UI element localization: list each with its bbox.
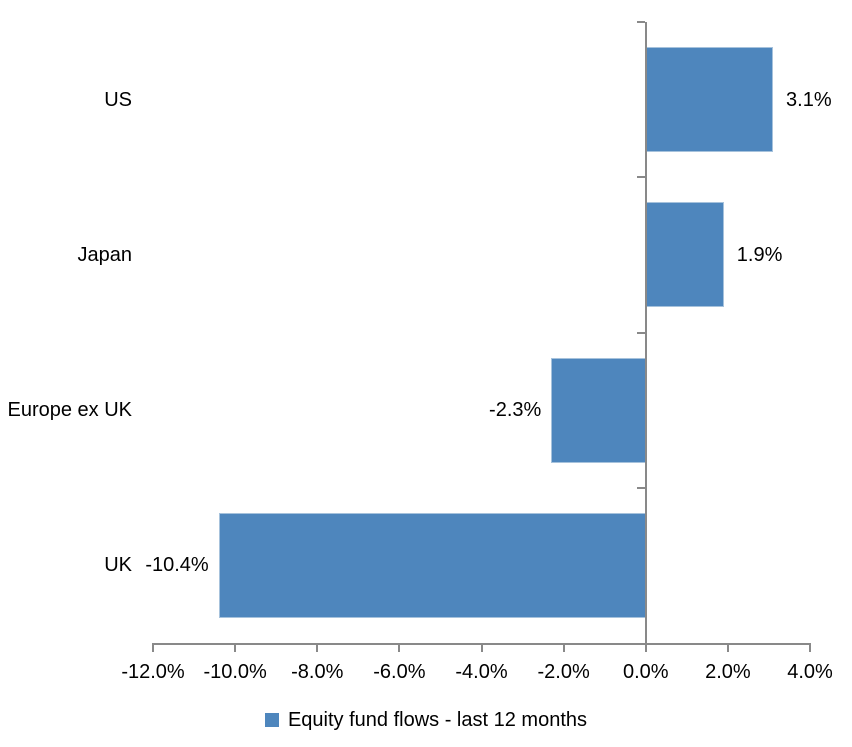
category-tick-mark: [636, 21, 645, 23]
category-tick-mark: [636, 176, 645, 179]
category-label-us: US: [104, 88, 132, 111]
category-label-uk: UK: [104, 554, 132, 577]
x-tick-mark: [398, 643, 401, 652]
x-tick-label: 0.0%: [622, 661, 669, 683]
x-tick-mark: [562, 643, 565, 652]
x-tick-mark: [480, 643, 483, 652]
x-tick-label: 4.0%: [787, 661, 833, 683]
data-label-japan: 1.9%: [736, 243, 783, 266]
legend-swatch-icon: [264, 713, 279, 727]
x-tick-label: -8.0%: [291, 661, 344, 683]
x-tick-label: -10.0%: [203, 661, 267, 683]
x-tick-mark: [644, 643, 647, 652]
bar-europe-ex-uk: [551, 357, 646, 463]
x-tick-mark: [726, 643, 729, 652]
x-tick-mark: [809, 643, 811, 652]
data-label-uk: -10.4%: [145, 554, 209, 577]
data-label-europe-ex-uk: -2.3%: [489, 399, 542, 422]
x-tick-label: 2.0%: [705, 661, 751, 683]
x-tick-label: -2.0%: [537, 661, 590, 683]
category-tick-mark: [636, 486, 645, 489]
x-tick-label: -6.0%: [373, 661, 426, 683]
category-axis-line: [644, 22, 647, 652]
x-tick-mark: [234, 643, 237, 652]
x-tick-label: -12.0%: [121, 661, 185, 683]
bar-japan: [645, 202, 724, 308]
data-label-us: 3.1%: [786, 88, 832, 111]
legend: Equity fund flows - last 12 months: [0, 708, 852, 732]
legend-label: Equity fund flows - last 12 months: [287, 709, 588, 731]
x-tick-label: -4.0%: [455, 661, 508, 683]
category-label-europe-ex-uk: Europe ex UK: [7, 399, 132, 422]
category-label-japan: Japan: [77, 243, 133, 266]
bar-uk: [218, 512, 646, 618]
x-tick-mark: [152, 643, 154, 652]
category-tick-mark: [636, 331, 645, 334]
x-tick-mark: [316, 643, 319, 652]
bar-us: [645, 47, 774, 153]
